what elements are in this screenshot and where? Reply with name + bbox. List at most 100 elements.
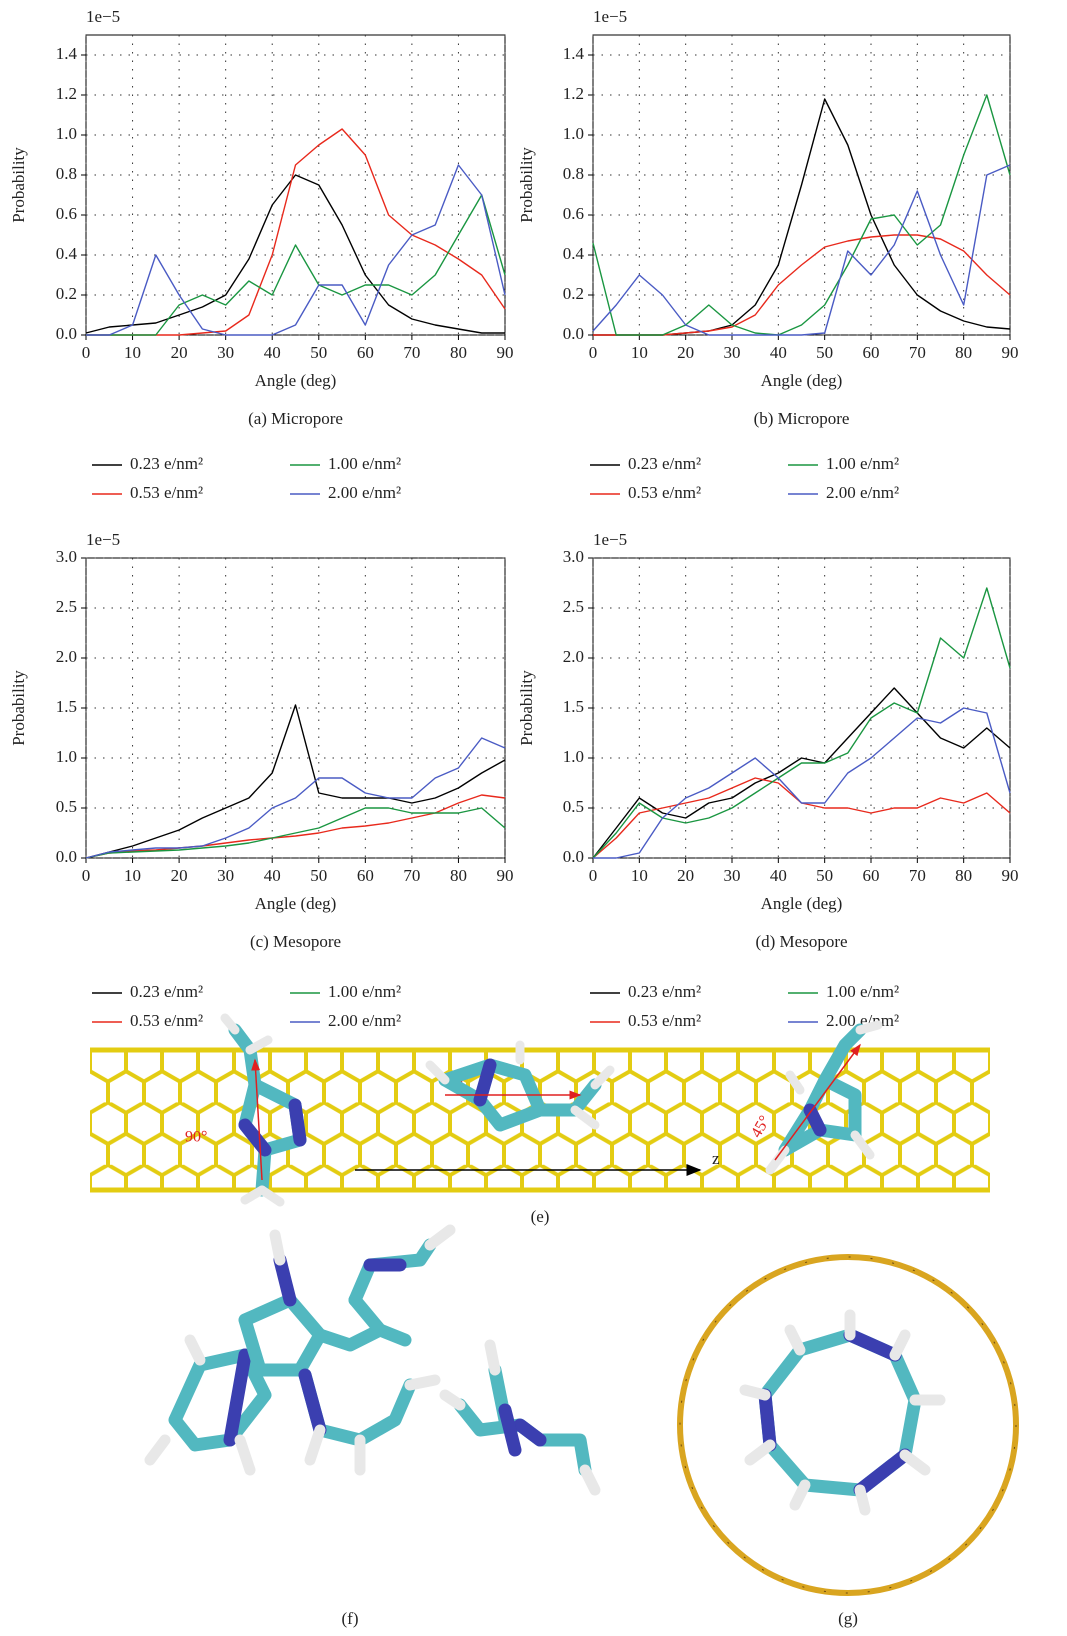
bond [520,1425,540,1440]
x-tick-label: 60 [357,866,374,885]
scale-label: 1e−5 [86,7,120,26]
legend-label: 2.00 e/nm² [826,483,899,502]
bond [305,1375,320,1430]
x-tick-label: 70 [909,866,926,885]
x-tick-label: 80 [450,866,467,885]
bond [175,1355,265,1445]
x-tick-label: 80 [955,343,972,362]
y-axis-label: Probability [9,147,28,223]
plot-frame [86,35,505,335]
legend-label: 0.53 e/nm² [628,1011,701,1030]
y-tick-label: 1.2 [56,84,77,103]
figure: z 90° 0° 45° (f) (g) (e) 0.00.20.40.60.8… [0,0,1067,1636]
y-tick-label: 1.0 [56,747,77,766]
series-line [593,708,1010,858]
x-tick-label: 20 [171,343,188,362]
x-tick-label: 40 [770,343,787,362]
y-tick-label: 1.4 [563,44,585,63]
y-tick-label: 0.0 [563,847,584,866]
bond [225,1018,235,1030]
legend-label: 1.00 e/nm² [328,454,401,473]
x-tick-label: 10 [631,866,648,885]
x-tick-label: 30 [724,866,741,885]
bond [860,1025,878,1030]
chart-caption: (a) Micropore [248,409,343,428]
y-axis-label: Probability [517,147,536,223]
x-tick-label: 10 [124,866,141,885]
y-tick-label: 1.5 [563,697,584,716]
chart: 0.00.51.01.52.02.53.00102030405060708090… [9,530,514,1030]
x-tick-label: 10 [631,343,648,362]
x-tick-label: 40 [770,866,787,885]
bond [445,1395,460,1405]
y-tick-label: 0.2 [563,284,584,303]
x-tick-label: 50 [310,866,327,885]
x-tick-label: 50 [816,866,833,885]
legend-label: 2.00 e/nm² [328,483,401,502]
y-tick-label: 0.0 [56,847,77,866]
y-tick-label: 0.0 [563,324,584,343]
y-tick-label: 1.0 [56,124,77,143]
y-tick-label: 1.5 [56,697,77,716]
series-line [86,195,505,335]
x-tick-label: 30 [217,343,234,362]
series-line [593,588,1010,858]
x-tick-label: 70 [403,866,420,885]
y-tick-label: 0.6 [56,204,77,223]
chart-caption: (c) Mesopore [250,932,341,951]
bond [505,1410,515,1450]
legend-label: 1.00 e/nm² [826,982,899,1001]
x-tick-label: 60 [863,866,880,885]
scale-label: 1e−5 [593,530,627,549]
x-tick-label: 90 [1002,343,1019,362]
y-tick-label: 1.4 [56,44,78,63]
series-line [86,705,505,858]
y-tick-label: 0.4 [563,244,585,263]
y-tick-label: 0.8 [563,164,584,183]
y-tick-label: 1.0 [563,124,584,143]
x-tick-label: 20 [171,866,188,885]
bond [410,1380,435,1385]
y-tick-label: 0.2 [56,284,77,303]
x-tick-label: 20 [677,866,694,885]
legend-label: 1.00 e/nm² [328,982,401,1001]
x-axis-label: Angle (deg) [761,894,843,913]
x-tick-label: 60 [357,343,374,362]
axis-label: z [712,1149,720,1168]
y-axis-label: Probability [517,670,536,746]
bond [320,1330,405,1345]
y-tick-label: 2.0 [56,647,77,666]
x-tick-label: 40 [264,343,281,362]
y-tick-label: 1.2 [563,84,584,103]
y-tick-label: 0.6 [563,204,584,223]
x-axis-label: Angle (deg) [255,371,337,390]
panel-caption: (f) [342,1609,359,1628]
x-tick-label: 80 [450,343,467,362]
x-tick-label: 0 [82,343,91,362]
y-tick-label: 0.0 [56,324,77,343]
series-line [593,95,1010,335]
panel-caption: (e) [531,1207,550,1226]
legend-label: 0.23 e/nm² [628,982,701,1001]
series-line [593,235,1010,335]
bond [355,1245,430,1300]
x-axis-label: Angle (deg) [255,894,337,913]
series-line [593,688,1010,858]
y-tick-label: 2.0 [563,647,584,666]
legend-label: 0.23 e/nm² [130,454,203,473]
tube-cross-section [680,1257,1016,1593]
bond [280,1260,290,1300]
legend-label: 0.53 e/nm² [130,1011,203,1030]
bond [275,1235,280,1260]
y-tick-label: 0.5 [563,797,584,816]
bond [310,1430,320,1460]
series-line [86,175,505,333]
chart-caption: (b) Micropore [754,409,850,428]
y-axis-label: Probability [9,670,28,746]
x-tick-label: 50 [816,343,833,362]
legend-label: 0.53 e/nm² [130,483,203,502]
x-tick-label: 30 [724,343,741,362]
chart-caption: (d) Mesopore [755,932,847,951]
x-tick-label: 70 [403,343,420,362]
